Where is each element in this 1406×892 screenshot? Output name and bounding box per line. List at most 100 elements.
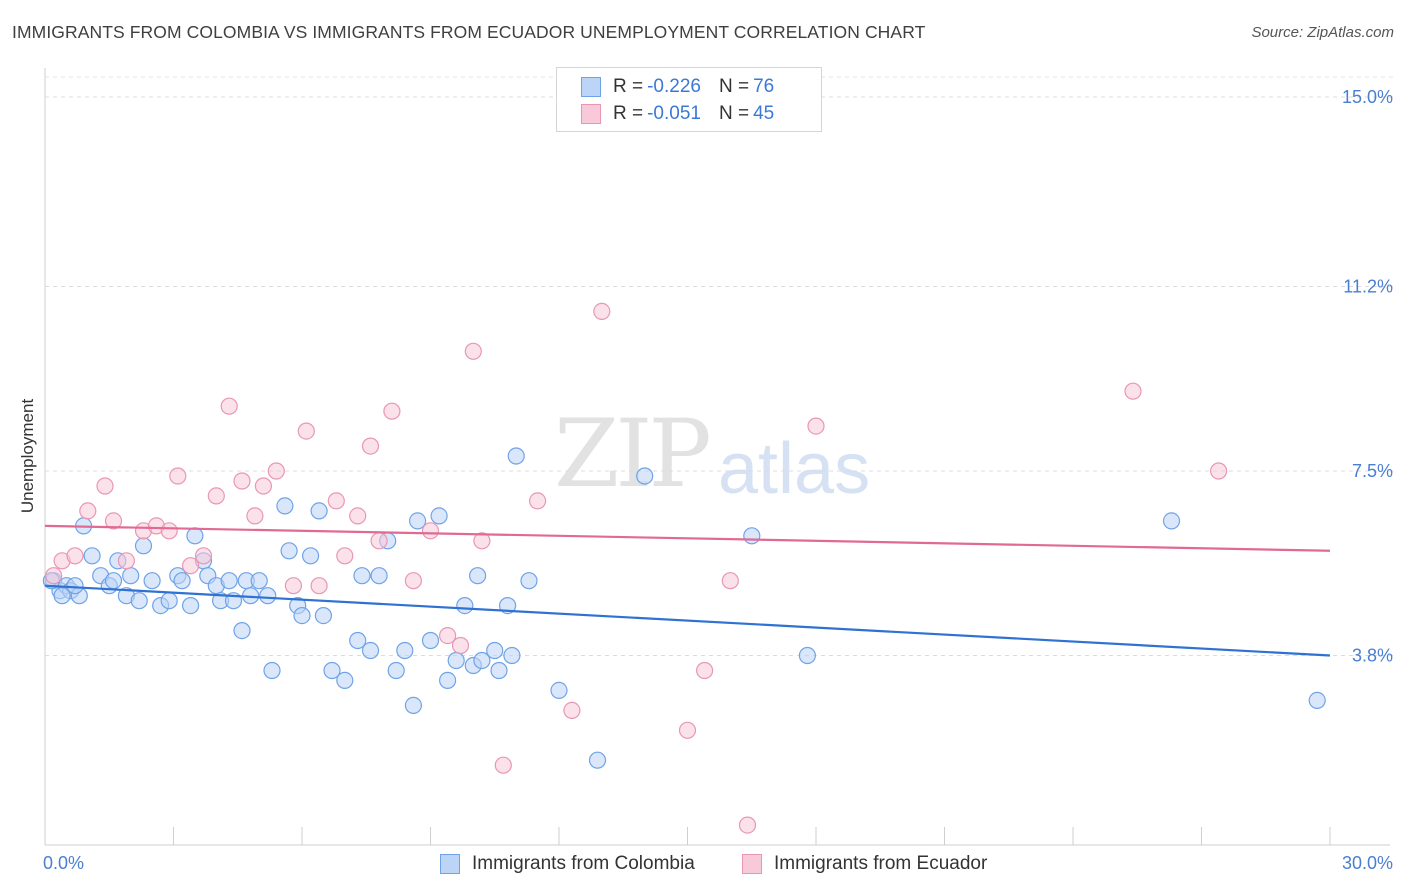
colombia-point [349,631,367,650]
ecuador-point [1124,382,1142,400]
ecuador-point [79,502,97,520]
colombia-point [276,497,294,515]
ecuador-point [807,417,825,435]
colombia-point [520,572,538,590]
ecuador-point [336,547,354,565]
legend-row-colombia: R = -0.226 N = 76 [581,75,774,99]
colombia-point [173,572,191,590]
ecuador-point [117,552,136,570]
colombia-point [387,661,405,680]
colombia-point [302,547,320,565]
legend-row-ecuador: R = -0.051 N = 45 [581,102,774,126]
ecuador-point [349,507,367,525]
source-label: Source: ZipAtlas.com [1251,24,1394,41]
chart-title: IMMIGRANTS FROM COLOMBIA VS IMMIGRANTS F… [12,22,926,42]
ecuador-point [421,522,440,540]
colombia-point [323,661,341,680]
y-tick-label: 15.0% [1342,87,1393,107]
ecuador-point [297,422,315,440]
x-tick-label: 0.0% [43,853,84,873]
colombia-point [143,572,161,590]
watermark-zip: ZIP [554,400,712,509]
colombia-point [233,621,251,640]
legend-r-value: -0.051 [647,103,701,124]
ecuador-point [404,572,422,590]
colombia-point [259,587,277,605]
bottom-legend-label-ecuador: Immigrants from Ecuador [774,853,988,874]
colombia-point [66,577,84,595]
ecuador-point [327,492,345,510]
ecuador-point [439,626,457,645]
ecuador-point [473,532,491,550]
ecuador-point [96,477,114,495]
colombia-point [503,646,521,665]
colombia-point [336,671,354,690]
ecuador-point [695,661,714,680]
correlation-legend: R = -0.226 N = 76 R = -0.051 N = 45 [556,67,822,132]
bottom-legend-ecuador: Immigrants from Ecuador [742,851,987,877]
colombia-point [130,592,148,610]
ecuador-point [160,522,178,540]
colombia-point [404,696,422,715]
legend-swatch-colombia [581,77,601,97]
ecuador-point [678,721,697,739]
colombia-point [134,537,153,555]
legend-n-value: 45 [753,103,775,124]
watermark-atlas: atlas [718,429,871,509]
colombia-point [447,651,465,670]
ecuador-point [207,487,225,505]
colombia-point [83,547,101,565]
bottom-legend-label-colombia: Immigrants from Colombia [472,853,695,874]
colombia-point [160,592,178,610]
ecuador-trend-line [44,524,1331,552]
ecuador-point [254,477,272,495]
colombia-point [122,567,140,585]
colombia-point [396,641,414,660]
colombia-point [182,596,200,615]
colombia-point [743,527,761,545]
ecuador-point [182,557,200,575]
y-tick-label: 7.5% [1352,461,1393,481]
colombia-point [250,572,268,590]
colombia-point [293,606,311,625]
colombia-point [550,681,568,700]
ecuador-point [383,402,401,420]
ecuador-point [220,397,238,415]
ecuador-point [464,342,482,360]
bottom-legend-swatch-colombia [440,854,460,874]
ecuador-point [284,577,302,595]
colombia-point [469,567,487,585]
legend-n-value: 76 [753,76,775,97]
ecuador-point [370,532,388,550]
colombia-point [280,542,298,560]
colombia-point [409,512,427,530]
colombia-point [104,572,123,590]
colombia-point [507,447,525,465]
ecuador-point [494,756,512,774]
colombia-point [588,751,607,769]
colombia-point [361,641,380,660]
ecuador-point [194,547,213,565]
ecuador-point [451,636,470,655]
ecuador-point [310,577,328,595]
ecuador-point [66,547,84,565]
colombia-point [636,467,654,485]
colombia-point [439,671,457,690]
x-tick-label: 30.0% [1342,853,1393,873]
colombia-point [798,646,817,665]
legend-r-label: R = [613,76,644,97]
ecuador-point [593,302,611,320]
colombia-point [1162,512,1181,530]
legend-n-label: N = [718,103,750,124]
colombia-point [220,572,238,590]
legend-r-value: -0.226 [647,76,701,97]
colombia-point [314,606,332,625]
ecuador-point [44,567,63,585]
colombia-point [456,596,474,615]
ecuador-point [361,437,380,455]
ecuador-point [721,572,739,590]
ecuador-point [738,816,757,834]
ecuador-point [267,462,285,480]
colombia-point [490,661,508,680]
